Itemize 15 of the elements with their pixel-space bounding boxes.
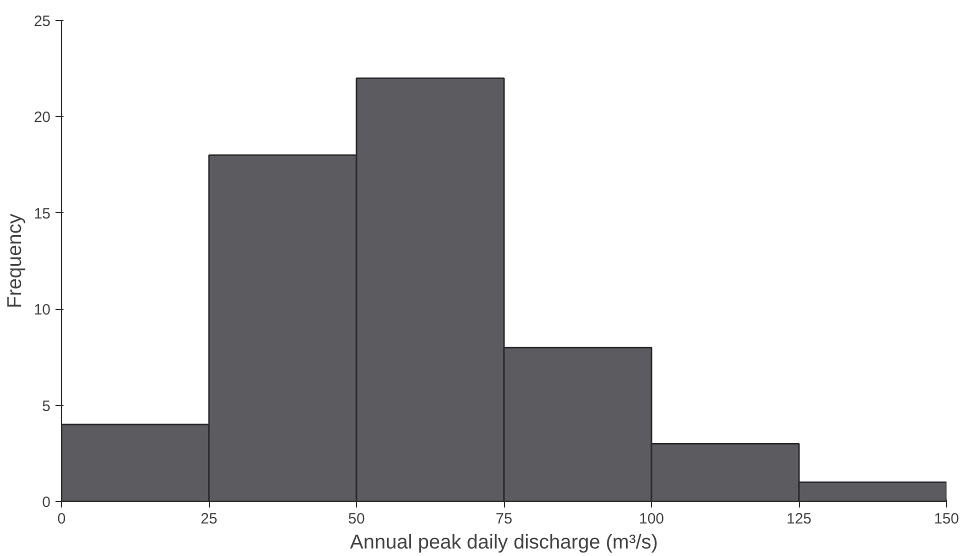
x-tick-label: 50 <box>348 510 365 528</box>
x-tick-label: 25 <box>200 510 218 528</box>
y-tick-label: 5 <box>42 398 50 415</box>
x-axis-title: Annual peak daily discharge (m³/s) <box>350 532 658 554</box>
y-tick-label: 0 <box>42 494 50 511</box>
y-tick-label: 25 <box>34 13 51 30</box>
y-axis-title: Frequency <box>4 214 26 308</box>
y-tick-label: 15 <box>34 205 51 222</box>
y-tick-label: 20 <box>34 109 51 126</box>
x-tick-label: 0 <box>57 510 66 528</box>
x-tick-label: 100 <box>638 510 664 528</box>
x-tick-label: 150 <box>934 510 960 528</box>
y-tick-label: 10 <box>34 302 51 319</box>
x-tick-label: 125 <box>786 510 812 528</box>
x-tick-label: 75 <box>496 510 512 528</box>
